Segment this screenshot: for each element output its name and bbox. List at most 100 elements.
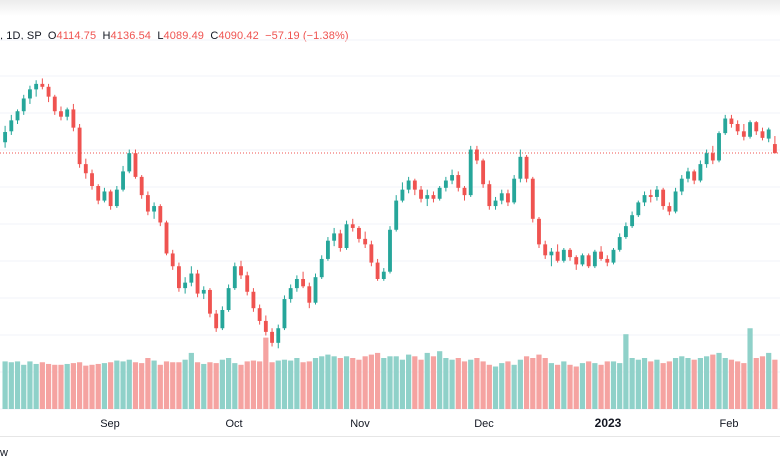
volume-bar [325, 354, 331, 409]
candle-body [698, 164, 703, 181]
candle-body [760, 131, 765, 138]
candle-body [369, 244, 374, 263]
candle-body [325, 240, 330, 259]
volume-bar [623, 334, 629, 409]
candle-body [586, 255, 591, 267]
x-tick-label: Dec [474, 418, 494, 430]
candle-body [673, 191, 678, 212]
ohlc-legend: , 1D, SP O4114.75 H4136.54 L4089.49 C409… [0, 30, 349, 42]
volume-bar [548, 363, 555, 409]
volume-bar [151, 360, 157, 409]
volume-bar [257, 361, 263, 409]
volume-bar [132, 362, 139, 409]
candle-body [754, 122, 759, 132]
volume-bar [486, 364, 492, 409]
candle-body [555, 251, 560, 261]
candle-body [65, 109, 70, 117]
volume-bar [188, 352, 194, 409]
volume-bar [437, 351, 443, 409]
axis-separator [0, 436, 780, 437]
volume-bar [219, 359, 225, 409]
candle-body [9, 120, 14, 132]
candle-body [443, 180, 448, 188]
candle-body [704, 153, 709, 165]
candle-body [580, 255, 585, 265]
x-tick-label: Sep [100, 418, 120, 430]
price-chart[interactable]: Sep Oct Nov Dec 2023 Feb [0, 0, 780, 440]
low-value: 4089.49 [163, 30, 205, 42]
volume-bar [766, 352, 772, 409]
candle-body [518, 156, 523, 179]
volume-bar [374, 352, 381, 409]
volume-bar [182, 359, 188, 409]
candle-body [301, 279, 306, 287]
candle-body [139, 176, 144, 196]
candle-body [344, 224, 349, 248]
volume-bar [573, 366, 579, 409]
candle-body [592, 251, 597, 267]
candle-body [599, 251, 603, 259]
volume-bar [83, 365, 89, 409]
candle-body [574, 257, 579, 265]
volume-bar [418, 359, 424, 409]
candle-body [462, 187, 467, 196]
volume-bar [281, 359, 288, 409]
volume-bar [120, 361, 126, 409]
volume-bar [641, 358, 648, 409]
high-label: H [102, 30, 111, 42]
volume-bar [163, 361, 170, 409]
close-label: C [210, 30, 219, 42]
volume-bar [430, 356, 437, 409]
volume-bar [672, 358, 679, 409]
volume-bar [399, 359, 406, 409]
volume-bar [598, 364, 604, 409]
volume-bar [474, 358, 480, 409]
candle-body [294, 279, 299, 289]
candle-body [748, 122, 752, 137]
volume-bar [492, 366, 499, 409]
candle-body [617, 237, 622, 250]
volume-bar [592, 363, 598, 409]
volume-bar [194, 362, 201, 409]
volume-bar [288, 360, 294, 409]
candle-body [214, 313, 219, 329]
volume-bar [21, 364, 27, 409]
volume-bar [201, 363, 207, 409]
volume-bar [610, 361, 617, 409]
low-label: L [157, 30, 164, 42]
candle-body [307, 286, 312, 303]
candle-body [499, 193, 504, 201]
volume-bar [424, 352, 430, 409]
candle-body [133, 153, 138, 177]
volume-bar [145, 358, 151, 409]
candle-body [158, 206, 163, 223]
candle-body [412, 180, 417, 190]
volume-bar [101, 363, 108, 409]
open-value: 4114.75 [56, 30, 97, 42]
candle-body [170, 253, 175, 267]
volume-bar [244, 361, 250, 409]
volume-bar [64, 363, 70, 409]
candle-body [524, 156, 529, 179]
candle-body [183, 282, 188, 289]
close-value: 4090.42 [218, 30, 259, 42]
volume-bar [666, 361, 672, 409]
volume-bar [76, 362, 83, 409]
volume-bar [517, 359, 523, 409]
candle-body [487, 184, 492, 207]
volume-bar [468, 359, 474, 409]
candle-body [623, 226, 628, 238]
candle-body [605, 258, 610, 263]
candle-body [282, 299, 287, 329]
volume-bar [480, 361, 486, 409]
volume-bar [89, 364, 95, 409]
candle-body [568, 249, 572, 258]
candle-body [729, 118, 734, 124]
candle-body [46, 86, 51, 97]
volume-bar [747, 328, 753, 409]
candle-body [195, 273, 200, 294]
volume-bar [412, 356, 418, 409]
volume-bar [14, 361, 21, 409]
volume-bar [555, 364, 561, 409]
volume-bar [461, 361, 468, 409]
